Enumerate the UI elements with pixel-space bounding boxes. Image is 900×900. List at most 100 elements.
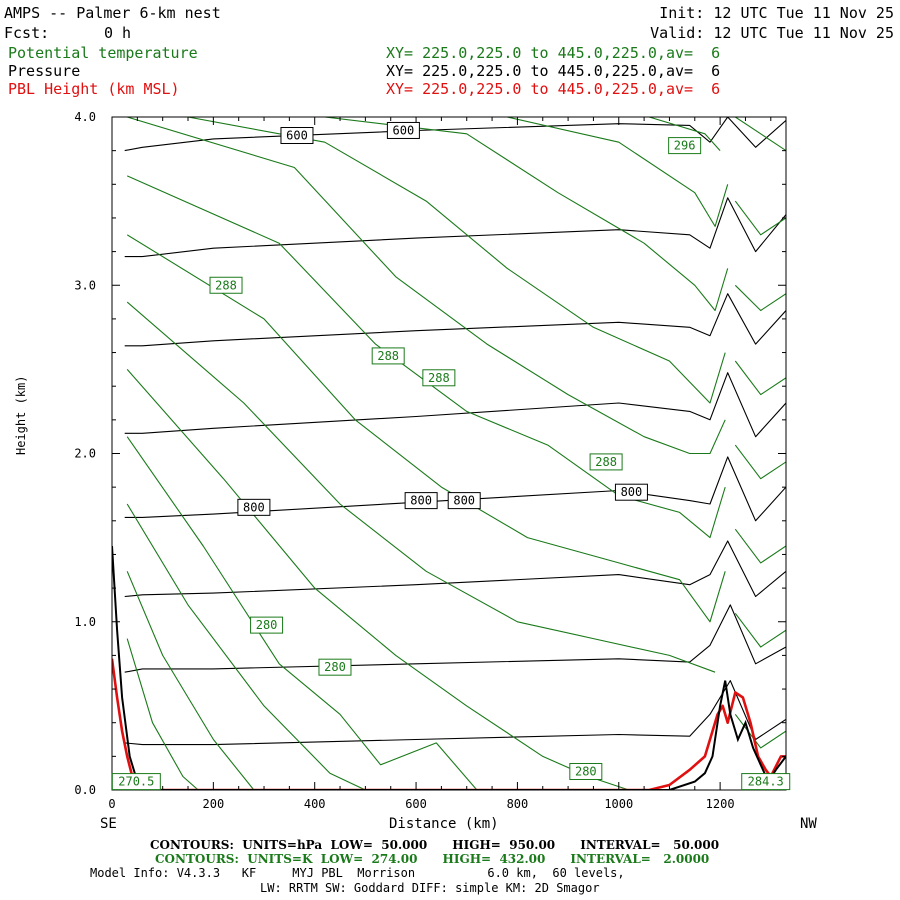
isoline-potential-temperature-4 — [126, 369, 630, 790]
contour-label-text: 288 — [428, 371, 450, 385]
contour-labels: 600 600 296 288 288 288 288 800 800 800 800 280 280 2… — [111, 121, 791, 791]
x-tick-label: 1200 — [706, 797, 735, 811]
x-tick-label: 200 — [203, 797, 225, 811]
contour-label: 288 — [589, 453, 623, 471]
contour-label: 800 — [614, 483, 648, 501]
contour-label-text: 800 — [453, 494, 475, 508]
field-theta-label: Potential temperature — [8, 44, 198, 62]
y-tick-label: 4.0 — [74, 110, 96, 124]
contour-label: 296 — [668, 137, 702, 155]
field-pbl-label: PBL Height (km MSL) — [8, 80, 180, 98]
x-tick-label: 1000 — [604, 797, 633, 811]
contour-label-text: 800 — [621, 485, 643, 499]
contour-label-box — [209, 276, 243, 294]
isoline-potential-temperature-11 — [507, 117, 729, 227]
contour-label-text: 288 — [215, 278, 237, 292]
contour-label-text: 288 — [377, 349, 399, 363]
contour-label-box — [589, 453, 623, 471]
contour-label: 800 — [447, 492, 481, 510]
isoline-pressure-6 — [124, 197, 786, 258]
isoline-pbl-height-km-msl--0 — [112, 658, 786, 790]
contour-label-box — [668, 137, 702, 155]
isoline-pressure-4 — [124, 372, 786, 438]
contour-label-box — [371, 347, 405, 365]
plot-border — [111, 116, 787, 791]
isoline-potential-temperature-3 — [126, 436, 478, 790]
contour-label: 600 — [280, 127, 314, 145]
contour-label-box — [111, 773, 161, 791]
isoline-potential-temperature-6 — [126, 234, 726, 623]
x-tick-label: 0 — [108, 797, 115, 811]
direction-se: SE — [100, 816, 117, 832]
isoline-potential-temperature-16 — [734, 360, 786, 396]
contour-label: 280 — [250, 616, 284, 634]
field-pbl-xy: XY= 225.0,225.0 to 445.0,225.0,av= 6 — [386, 80, 721, 98]
isoline-potential-temperature-17 — [734, 444, 786, 480]
contour-label: 288 — [371, 347, 405, 365]
model-info-line1: Model Info: V4.3.3 KF MYJ PBL Morrison 6… — [90, 866, 625, 880]
contour-label-text: 284.3 — [748, 775, 784, 789]
terrain-line — [112, 545, 786, 790]
field-pressure-label: Pressure — [8, 62, 81, 80]
contour-label-box — [237, 498, 271, 516]
contour-label: 280 — [569, 762, 603, 780]
contour-label-text: 296 — [674, 139, 696, 153]
isoline-potential-temperature-10 — [324, 117, 729, 312]
isoline-pressure-3 — [124, 456, 786, 522]
contour-label-text: 280 — [575, 764, 597, 778]
isoline-potential-temperature-18 — [734, 528, 786, 564]
x-tick-label: 600 — [405, 797, 427, 811]
model-info-line2: LW: RRTM SW: Goddard DIFF: simple KM: 2D… — [260, 881, 600, 895]
contour-label-box — [250, 616, 284, 634]
isoline-potential-temperature-2 — [126, 503, 366, 790]
isoline-pressure-5 — [124, 293, 786, 347]
valid-time: Valid: 12 UTC Tue 11 Nov 25 — [650, 24, 894, 42]
isoline-potential-temperature-14 — [734, 200, 786, 236]
contour-label-text: 280 — [256, 618, 278, 632]
contour-label-text: 280 — [324, 660, 346, 674]
isoline-pressure-0 — [124, 680, 786, 746]
contours-theta-info: CONTOURS: UNITS=K LOW= 274.00 HIGH= 432.… — [155, 852, 710, 866]
contour-label: 280 — [318, 658, 352, 676]
x-tick-label: 400 — [304, 797, 326, 811]
contour-label-box — [318, 658, 352, 676]
forecast-label: Fcst: — [4, 24, 50, 42]
isoline-pressure-2 — [124, 540, 786, 598]
isoline-potential-temperature-1 — [126, 571, 255, 790]
init-time: Init: 12 UTC Tue 11 Nov 25 — [659, 4, 894, 22]
contour-label-text: 600 — [286, 129, 308, 143]
isoline-potential-temperature-13 — [734, 117, 786, 152]
contour-label-box — [404, 492, 438, 510]
isoline-potential-temperature-15 — [734, 284, 786, 312]
chart-title: AMPS -- Palmer 6-km nest — [4, 4, 221, 22]
contour-label: 270.5 — [111, 773, 161, 791]
contour-label: 800 — [237, 498, 271, 516]
isoline-potential-temperature-19 — [734, 612, 786, 648]
isoline-potential-temperature-5 — [126, 301, 716, 673]
y-tick-label: 2.0 — [74, 447, 96, 461]
contour-label: 288 — [209, 276, 243, 294]
direction-nw: NW — [800, 816, 817, 832]
isoline-potential-temperature-9 — [187, 117, 726, 404]
contour-layer — [112, 117, 786, 790]
isoline-pressure-1 — [124, 604, 786, 673]
contour-label-box — [447, 492, 481, 510]
contour-label-box — [614, 483, 648, 501]
y-tick-label: 3.0 — [74, 278, 96, 292]
contour-label-box — [741, 773, 791, 791]
isoline-potential-temperature-7 — [126, 175, 726, 539]
isoline-potential-temperature-12 — [649, 117, 721, 151]
contour-label: 600 — [386, 121, 420, 139]
contour-label-text: 600 — [393, 123, 415, 137]
contour-label-text: 270.5 — [118, 775, 154, 789]
y-tick-label: 0.0 — [74, 783, 96, 797]
contour-label-text: 800 — [410, 494, 432, 508]
contour-label-box — [569, 762, 603, 780]
y-axis-label: Height (km) — [14, 375, 28, 455]
contour-label: 284.3 — [741, 773, 791, 791]
contour-label-box — [280, 127, 314, 145]
isoline-potential-temperature-0 — [126, 638, 199, 790]
x-tick-label: 800 — [507, 797, 529, 811]
contour-label-text: 288 — [595, 455, 617, 469]
